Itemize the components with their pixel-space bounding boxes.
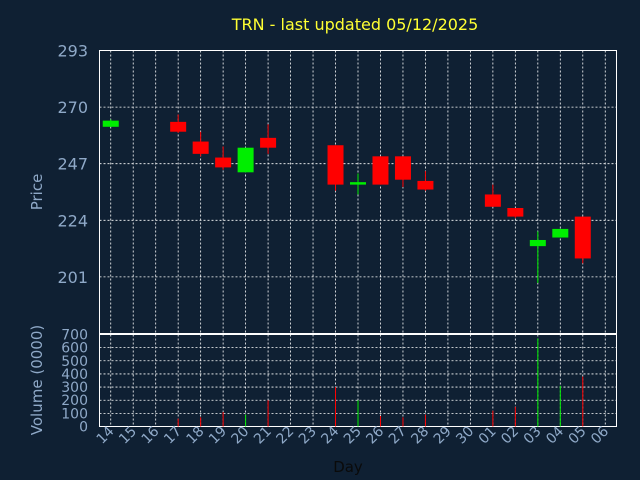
day-tick-label: 05 <box>566 424 590 448</box>
price-axis-label: Price <box>28 174 46 211</box>
candle-body <box>192 141 209 154</box>
day-tick-label: 28 <box>408 424 432 448</box>
day-tick-label: 06 <box>588 423 612 447</box>
day-tick-label: 23 <box>296 424 320 448</box>
day-axis-label: Day <box>333 458 363 476</box>
candle-body <box>529 239 546 247</box>
day-tick-label: 24 <box>318 423 342 447</box>
candle-body <box>394 156 411 180</box>
day-tick-label: 21 <box>251 424 275 448</box>
candle-body <box>372 156 389 185</box>
day-tick-label: 03 <box>521 424 545 448</box>
volume-tick-label: 300 <box>61 380 88 396</box>
price-tick-label: 293 <box>57 42 88 61</box>
day-tick-label: 26 <box>363 423 387 447</box>
candle-body <box>102 120 119 127</box>
price-axis-ticks: 201 224 247 270 293 <box>57 42 88 287</box>
price-tick-label: 247 <box>57 155 88 174</box>
price-tick-label: 270 <box>57 98 88 117</box>
day-tick-label: 15 <box>116 424 140 448</box>
candle-body <box>350 182 366 185</box>
chart-title: TRN - last updated 05/12/2025 <box>231 15 479 34</box>
day-tick-label: 19 <box>206 424 230 448</box>
candle-body <box>574 216 591 259</box>
candle-body <box>417 180 434 190</box>
day-tick-label: 01 <box>476 424 500 448</box>
price-tick-label: 201 <box>57 268 88 287</box>
day-tick-label: 14 <box>94 423 118 447</box>
volume-tick-label: 500 <box>61 354 88 370</box>
day-tick-label: 02 <box>498 424 522 448</box>
volume-tick-label: 600 <box>61 341 88 357</box>
candle-body <box>484 194 501 207</box>
price-tick-label: 224 <box>57 211 88 230</box>
day-tick-label: 17 <box>161 424 185 448</box>
day-axis-ticks: 1415161718192021222324252627282930010203… <box>94 423 612 447</box>
day-tick-label: 22 <box>273 424 297 448</box>
volume-tick-label: 700 <box>61 328 88 344</box>
day-tick-label: 27 <box>386 424 410 448</box>
candle-body <box>237 147 254 173</box>
candle-body <box>170 121 187 132</box>
volume-bars <box>177 338 584 427</box>
day-tick-label: 20 <box>229 424 253 448</box>
price-candles <box>102 114 591 284</box>
candle-body <box>327 145 344 185</box>
day-tick-label: 30 <box>453 424 477 448</box>
day-tick-label: 16 <box>139 423 163 447</box>
day-tick-label: 29 <box>431 424 455 448</box>
day-tick-label: 18 <box>184 424 208 448</box>
volume-tick-label: 200 <box>61 393 88 409</box>
volume-axis-label: Volume (0000) <box>28 325 46 435</box>
day-tick-label: 25 <box>341 424 365 448</box>
volume-tick-label: 100 <box>61 406 88 422</box>
volume-tick-label: 0 <box>79 420 88 436</box>
volume-tick-label: 400 <box>61 367 88 383</box>
candle-body <box>260 137 277 148</box>
day-tick-label: 04 <box>543 423 567 447</box>
candle-body <box>552 228 569 238</box>
candle-body <box>215 157 232 168</box>
candle-body <box>507 207 524 217</box>
grid-lines <box>99 50 617 427</box>
